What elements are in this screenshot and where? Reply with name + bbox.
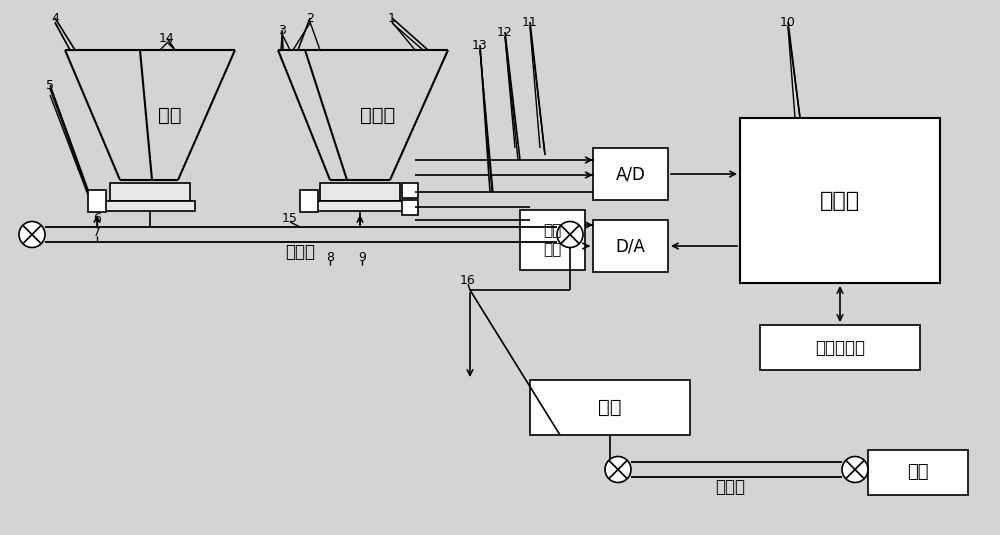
Circle shape — [19, 221, 45, 248]
Text: 变送
模块: 变送 模块 — [543, 223, 562, 257]
Text: 16: 16 — [460, 273, 476, 287]
Bar — [520, 210, 585, 270]
Text: 11: 11 — [522, 16, 538, 28]
Text: 输送带: 输送带 — [285, 243, 315, 261]
Text: 7: 7 — [93, 225, 101, 239]
Text: 6: 6 — [93, 211, 101, 225]
Bar — [593, 148, 668, 200]
Bar — [868, 450, 968, 495]
Text: 9: 9 — [358, 250, 366, 264]
Circle shape — [605, 456, 631, 483]
Text: 拌缸: 拌缸 — [598, 398, 622, 417]
Circle shape — [842, 456, 868, 483]
Text: 污泥斗: 污泥斗 — [360, 105, 396, 125]
Bar — [315, 201, 405, 211]
Text: 2: 2 — [306, 11, 314, 25]
Text: 13: 13 — [472, 39, 488, 51]
Text: 高炉: 高炉 — [907, 463, 929, 482]
Text: D/A: D/A — [616, 237, 645, 255]
Text: 煤斗: 煤斗 — [158, 105, 182, 125]
Text: 8: 8 — [326, 250, 334, 264]
Bar — [300, 190, 318, 212]
Bar — [320, 183, 400, 201]
Text: 4: 4 — [51, 11, 59, 25]
Bar — [740, 118, 940, 283]
Circle shape — [557, 221, 583, 248]
Text: 配比数据库: 配比数据库 — [815, 339, 865, 356]
Text: 5: 5 — [46, 79, 54, 91]
Text: 15: 15 — [282, 211, 298, 225]
Text: 12: 12 — [497, 26, 513, 39]
Bar — [593, 220, 668, 272]
Bar — [105, 201, 195, 211]
Text: 1: 1 — [388, 11, 396, 25]
Text: 14: 14 — [159, 32, 175, 44]
Text: 控制器: 控制器 — [820, 190, 860, 210]
Text: 输送带: 输送带 — [715, 478, 745, 496]
Text: A/D: A/D — [616, 165, 645, 183]
Bar — [760, 325, 920, 370]
Bar — [88, 190, 106, 212]
Bar — [402, 200, 418, 215]
Bar — [530, 380, 690, 435]
Bar — [402, 183, 418, 198]
Text: 3: 3 — [278, 24, 286, 36]
Text: 10: 10 — [780, 16, 796, 28]
Bar — [110, 183, 190, 201]
